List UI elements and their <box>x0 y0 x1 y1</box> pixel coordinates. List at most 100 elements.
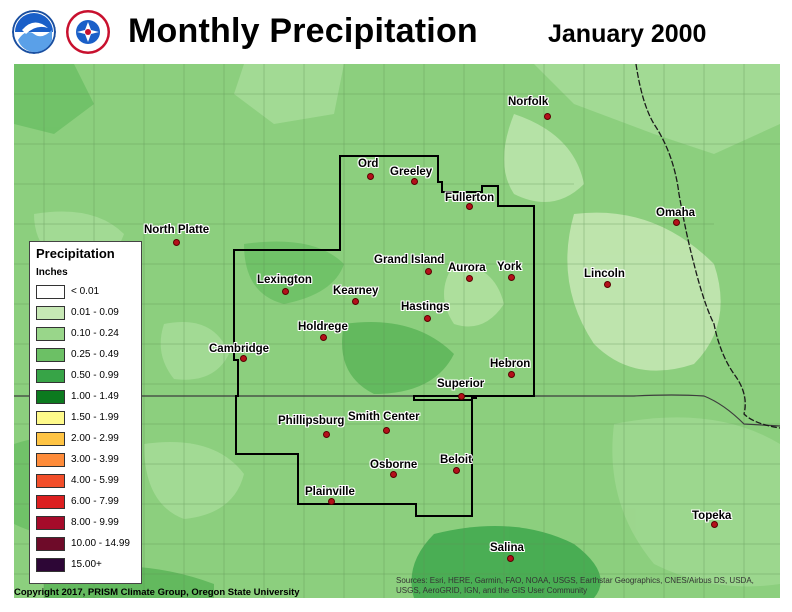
city-label-norfolk: Norfolk <box>508 96 549 108</box>
city-label-cambridge: Cambridge <box>209 343 270 355</box>
city-label-north-platte: North Platte <box>144 224 210 236</box>
copyright-credit: Copyright 2017, PRISM Climate Group, Ore… <box>14 587 300 598</box>
legend-row: 0.10 - 0.24 <box>36 326 140 343</box>
legend-swatch <box>36 390 65 404</box>
city-label-greeley: Greeley <box>390 166 433 178</box>
city-label-plainville: Plainville <box>305 486 355 498</box>
city-marker-ord <box>367 173 374 180</box>
city-label-holdrege: Holdrege <box>298 321 348 333</box>
legend-swatch <box>36 453 65 467</box>
legend-swatch <box>36 348 65 362</box>
nws-logo-icon <box>66 10 110 54</box>
legend-row: 8.00 - 9.99 <box>36 515 140 532</box>
city-marker-fullerton <box>466 203 473 210</box>
legend-swatch <box>36 411 65 425</box>
city-marker-beloit <box>453 467 460 474</box>
city-label-aurora: Aurora <box>448 262 486 274</box>
city-marker-salina <box>507 555 514 562</box>
legend-row: 10.00 - 14.99 <box>36 536 140 553</box>
city-marker-smith-center <box>383 427 390 434</box>
city-marker-hebron <box>508 371 515 378</box>
legend-label: 3.00 - 3.99 <box>71 454 119 465</box>
legend-row: 1.00 - 1.49 <box>36 389 140 406</box>
basemap-sources: Sources: Esri, HERE, Garmin, FAO, NOAA, … <box>396 576 754 595</box>
legend-row: 6.00 - 7.99 <box>36 494 140 511</box>
legend-row: 0.50 - 0.99 <box>36 368 140 385</box>
legend-row: 0.01 - 0.09 <box>36 305 140 322</box>
city-marker-plainville <box>328 498 335 505</box>
legend-row: 15.00+ <box>36 557 140 574</box>
legend-row: 1.50 - 1.99 <box>36 410 140 427</box>
city-marker-greeley <box>411 178 418 185</box>
city-marker-lexington <box>282 288 289 295</box>
legend-row: 0.25 - 0.49 <box>36 347 140 364</box>
legend-swatch <box>36 474 65 488</box>
city-label-grand-island: Grand Island <box>374 254 445 266</box>
city-marker-grand-island <box>425 268 432 275</box>
legend-swatch <box>36 558 65 572</box>
city-marker-north-platte <box>173 239 180 246</box>
legend-label: 4.00 - 5.99 <box>71 475 119 486</box>
city-label-smith-center: Smith Center <box>348 411 420 423</box>
city-marker-lincoln <box>604 281 611 288</box>
city-marker-omaha <box>673 219 680 226</box>
city-label-salina: Salina <box>490 542 524 554</box>
legend-row: 4.00 - 5.99 <box>36 473 140 490</box>
city-label-kearney: Kearney <box>333 285 379 297</box>
missouri-river <box>635 64 780 429</box>
city-marker-cambridge <box>240 355 247 362</box>
city-label-lincoln: Lincoln <box>584 268 625 280</box>
city-label-fullerton: Fullerton <box>445 192 495 204</box>
legend-swatch <box>36 516 65 530</box>
city-label-hastings: Hastings <box>401 301 450 313</box>
city-label-beloit: Beloit <box>440 454 472 466</box>
legend-title: Precipitation <box>36 246 115 261</box>
map-title: Monthly Precipitation <box>128 12 478 50</box>
legend-units: Inches <box>36 267 68 278</box>
city-marker-phillipsburg <box>323 431 330 438</box>
legend-swatch <box>36 285 65 299</box>
legend-label: 8.00 - 9.99 <box>71 517 119 528</box>
legend-label: 0.25 - 0.49 <box>71 349 119 360</box>
map-period: January 2000 <box>548 20 707 48</box>
legend-swatch <box>36 537 65 551</box>
legend-swatch <box>36 306 65 320</box>
city-marker-aurora <box>466 275 473 282</box>
legend-label: 15.00+ <box>71 559 102 570</box>
legend-swatch <box>36 495 65 509</box>
legend-swatch <box>36 327 65 341</box>
legend-label: 1.00 - 1.49 <box>71 391 119 402</box>
legend-swatch <box>36 432 65 446</box>
city-marker-norfolk <box>544 113 551 120</box>
city-marker-topeka <box>711 521 718 528</box>
forecast-area-boundary <box>233 155 535 517</box>
city-marker-osborne <box>390 471 397 478</box>
legend-row: < 0.01 <box>36 284 140 301</box>
city-marker-holdrege <box>320 334 327 341</box>
city-label-omaha: Omaha <box>656 207 695 219</box>
city-label-york: York <box>497 261 522 273</box>
state-border-ne-ks <box>14 394 780 427</box>
city-label-superior: Superior <box>437 378 485 390</box>
legend-label: 6.00 - 7.99 <box>71 496 119 507</box>
city-marker-kearney <box>352 298 359 305</box>
legend-swatch <box>36 369 65 383</box>
city-label-hebron: Hebron <box>490 358 531 370</box>
city-marker-hastings <box>424 315 431 322</box>
city-label-osborne: Osborne <box>370 459 418 471</box>
legend-label: 0.10 - 0.24 <box>71 328 119 339</box>
city-marker-york <box>508 274 515 281</box>
city-label-lexington: Lexington <box>257 274 312 286</box>
legend-row: 2.00 - 2.99 <box>36 431 140 448</box>
legend-label: 10.00 - 14.99 <box>71 538 130 549</box>
city-label-phillipsburg: Phillipsburg <box>278 415 345 427</box>
legend-row: 3.00 - 3.99 <box>36 452 140 469</box>
precipitation-legend: Precipitation Inches < 0.01 0.01 - 0.09 0.… <box>29 241 142 584</box>
city-label-ord: Ord <box>358 158 379 170</box>
legend-label: 0.01 - 0.09 <box>71 307 119 318</box>
header: Monthly Precipitation January 2000 <box>0 0 792 64</box>
legend-label: 1.50 - 1.99 <box>71 412 119 423</box>
legend-label: 0.50 - 0.99 <box>71 370 119 381</box>
legend-label: < 0.01 <box>71 286 100 297</box>
noaa-logo-icon <box>12 10 56 54</box>
